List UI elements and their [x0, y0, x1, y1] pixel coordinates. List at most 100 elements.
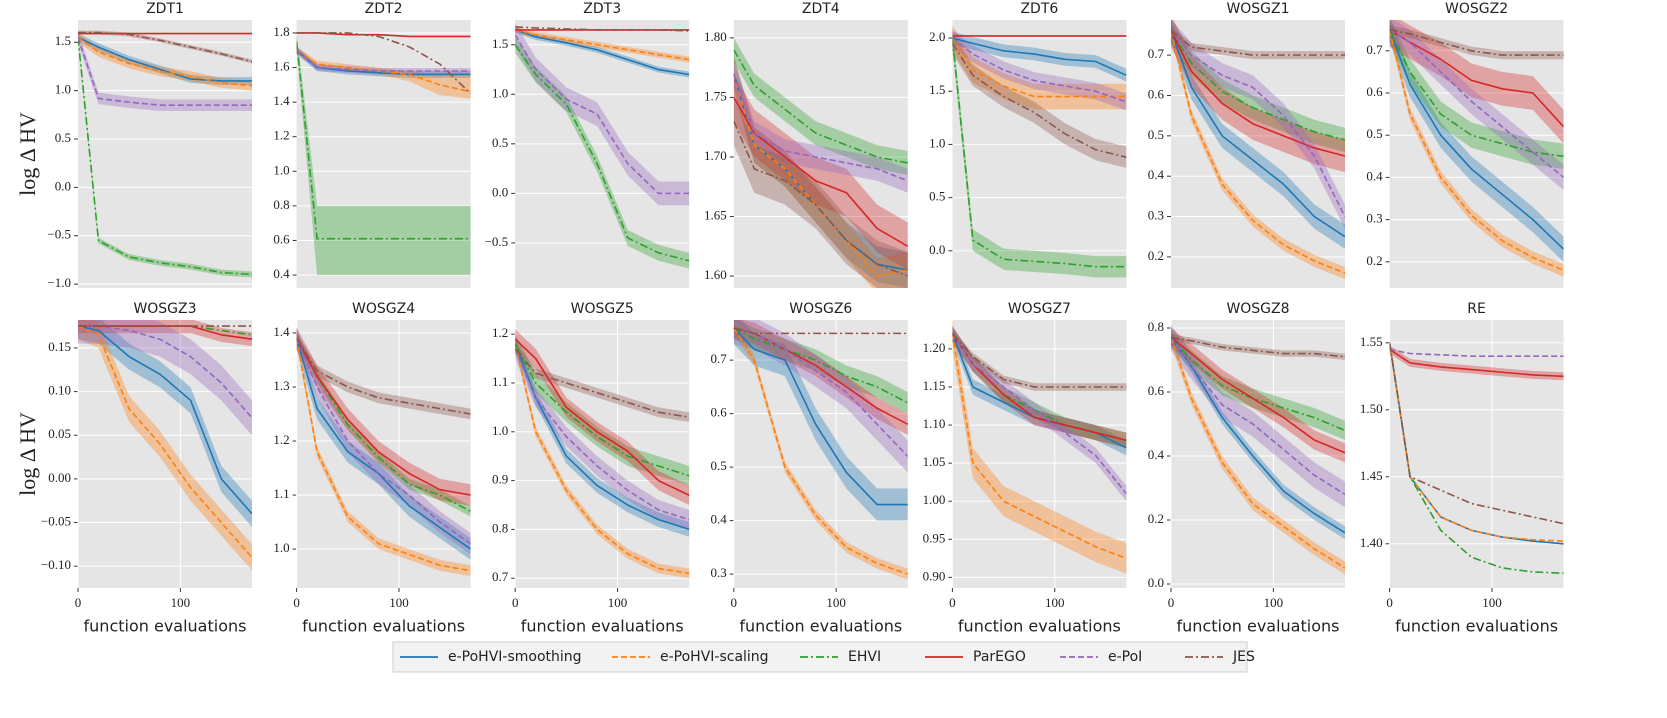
line [1389, 29, 1564, 128]
panel: WOSGZ7 0.90 0.95 1.00 1.05 1.10 1.15 1.20 0 100 fu… [923, 301, 1127, 636]
x-axis-label: function evaluations [958, 617, 1121, 636]
plot-clip [515, 22, 690, 269]
line [1389, 342, 1564, 525]
band [296, 32, 471, 276]
line [296, 338, 471, 572]
band [1171, 20, 1345, 152]
y-tick-label: 1.4 [273, 324, 290, 339]
line [515, 44, 690, 262]
y-tick-label: 0.10 [48, 383, 71, 398]
plot-area [296, 320, 471, 588]
panel: WOSGZ8 0.0 0.2 0.4 0.6 0.8 0 100 function evalua… [1148, 301, 1345, 636]
band [952, 320, 1127, 574]
plot-clip [1171, 324, 1345, 575]
line [733, 73, 908, 182]
panel-title: WOSGZ8 [1226, 301, 1289, 317]
panel-title: ZDT6 [1020, 1, 1058, 17]
panel-title: WOSGZ4 [352, 301, 415, 317]
panel: WOSGZ5 0.7 0.8 0.9 1.0 1.1 1.2 0 100 function eva… [492, 301, 690, 636]
panel: ZDT4 1.60 1.65 1.70 1.75 1.80 [704, 1, 908, 288]
panel-title: RE [1467, 301, 1486, 317]
plot-clip [1171, 20, 1345, 280]
x-tick-label: 0 [731, 595, 738, 610]
y-tick-label: 0.5 [492, 135, 508, 150]
legend-label: JES [1232, 649, 1255, 665]
panel-title: WOSGZ7 [1008, 301, 1071, 317]
y-tick-label: −0.10 [41, 557, 71, 572]
line [515, 26, 690, 32]
panel: ZDT3 −0.5 0.0 0.5 1.0 1.5 [485, 1, 690, 288]
y-tick-label: 0.7 [1366, 42, 1383, 57]
plot-clip [296, 327, 471, 577]
line [952, 37, 1127, 77]
plot-clip [733, 320, 908, 580]
plot-clip [1389, 342, 1564, 575]
line [296, 337, 471, 415]
band [1171, 324, 1345, 508]
line [515, 343, 690, 575]
y-tick-label: 1.6 [273, 59, 290, 74]
line [733, 73, 908, 277]
plot-clip [78, 320, 252, 571]
y-tick-label: 0.6 [711, 405, 728, 420]
y-tick-label: 1.5 [492, 36, 508, 51]
y-tick-label: 1.0 [55, 82, 71, 97]
plot-area [952, 20, 1127, 288]
line [952, 333, 1127, 388]
band [733, 97, 908, 288]
y-tick-label: 1.4 [273, 93, 290, 108]
line [515, 348, 690, 521]
line [1389, 29, 1564, 179]
band [1171, 328, 1345, 463]
line [733, 120, 908, 277]
line [296, 49, 471, 93]
y-tick-label: 0.0 [1148, 575, 1164, 590]
line [733, 327, 908, 404]
line [515, 29, 690, 61]
line [1171, 30, 1345, 56]
y-tick-label: 0.90 [923, 568, 946, 583]
panel-title: ZDT4 [802, 1, 840, 17]
y-tick-label: 1.3 [273, 378, 289, 393]
line [1171, 337, 1345, 534]
line [1389, 348, 1564, 378]
y-axis-label: log Δ HV [15, 112, 40, 196]
line [78, 36, 252, 82]
y-tick-label: 1.50 [1360, 401, 1383, 416]
line [1389, 29, 1564, 250]
line [515, 29, 690, 76]
line [296, 338, 471, 545]
y-tick-label: 1.60 [704, 267, 727, 282]
panel: ZDT6 0.0 0.5 1.0 1.5 2.0 [929, 1, 1127, 288]
y-tick-label: 1.15 [923, 378, 946, 393]
y-tick-label: 0.2 [1148, 248, 1164, 263]
y-tick-label: 0.4 [1366, 168, 1383, 183]
legend-label: e-PoHVI-scaling [660, 649, 769, 665]
y-tick-label: 0.4 [273, 266, 290, 281]
y-tick-label: 0.2 [1366, 253, 1382, 268]
plot-area [515, 320, 690, 588]
line [952, 333, 1127, 560]
band [733, 320, 908, 521]
y-tick-label: 1.5 [55, 33, 71, 48]
y-tick-label: 0.15 [48, 339, 71, 354]
y-tick-label: −0.05 [41, 514, 71, 529]
line [296, 49, 471, 72]
panel-title: ZDT1 [146, 1, 184, 17]
x-tick-label: 0 [512, 595, 519, 610]
band [1171, 20, 1345, 229]
line [1171, 336, 1345, 358]
y-tick-label: 0.6 [1148, 383, 1165, 398]
y-tick-label: 0.6 [1366, 84, 1383, 99]
y-tick-label: 1.1 [492, 374, 508, 389]
band [733, 73, 908, 271]
plot-area [952, 320, 1127, 588]
line [952, 333, 1127, 495]
line [296, 337, 471, 496]
y-tick-label: 1.65 [704, 208, 727, 223]
plot-clip [952, 320, 1127, 574]
line [296, 32, 471, 95]
y-tick-label: 0.00 [48, 470, 71, 485]
plot-clip [78, 30, 252, 278]
line [1171, 30, 1345, 141]
